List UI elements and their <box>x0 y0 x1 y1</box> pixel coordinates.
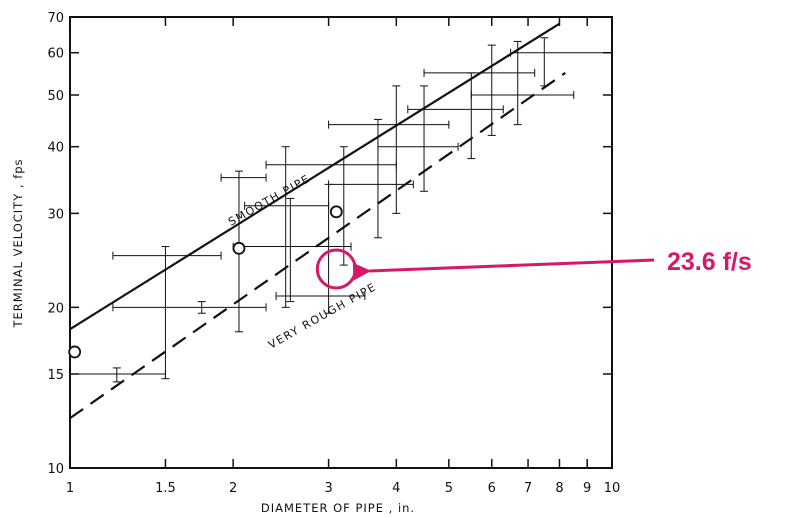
data-crosses <box>69 37 613 383</box>
plot-border <box>69 16 613 469</box>
data-cross <box>328 85 450 214</box>
y-tick-label: 40 <box>47 141 64 156</box>
y-tick-label: 50 <box>47 89 64 104</box>
y-tick-label: 60 <box>47 47 64 62</box>
x-tick-label: 1 <box>66 481 74 496</box>
data-cross <box>328 118 414 239</box>
x-tick-label: 7 <box>524 481 532 496</box>
data-point <box>68 345 82 359</box>
data-cross <box>69 367 166 383</box>
very-rough-pipe-label: VERY ROUGH PIPE <box>266 280 379 352</box>
highlight-circle <box>315 248 357 290</box>
smooth-pipe-line <box>69 22 561 331</box>
y-tick-label: 20 <box>47 301 64 316</box>
x-tick-label: 3 <box>324 481 332 496</box>
plot-frame <box>69 16 613 469</box>
x-tick-label: 9 <box>583 481 591 496</box>
x-tick-label: 10 <box>604 481 621 496</box>
x-axis-ticks: 1 1.5 2 3 4 5 6 7 8 9 10 <box>66 17 620 496</box>
y-tick-label: 10 <box>47 462 64 477</box>
data-point <box>232 241 246 255</box>
data-cross <box>232 197 352 303</box>
y-tick-label: 30 <box>47 207 64 222</box>
x-tick-label: 1.5 <box>155 481 176 496</box>
series-lines <box>69 22 566 420</box>
x-tick-label: 6 <box>488 481 496 496</box>
data-cross <box>244 146 330 308</box>
callout-value-label: 23.6 f/s <box>667 248 752 276</box>
very-rough-pipe-line <box>69 71 566 420</box>
y-axis-ticks: 10 15 20 30 40 50 60 70 <box>47 11 612 477</box>
x-tick-label: 2 <box>229 481 237 496</box>
callout: 23.6 f/s <box>315 248 752 290</box>
x-axis-title: DIAMETER OF PIPE , in. <box>261 501 415 515</box>
curve-labels: SMOOTH PIPE VERY ROUGH PIPE <box>226 172 379 352</box>
x-tick-label: 4 <box>392 481 400 496</box>
x-tick-label: 5 <box>445 481 453 496</box>
data-cross <box>112 246 222 380</box>
data-cross <box>275 183 366 314</box>
y-axis-title: TERMINAL VELOCITY , fps <box>11 158 25 328</box>
data-cross <box>112 301 267 314</box>
data-points <box>68 205 343 359</box>
callout-arrow <box>352 258 655 281</box>
y-tick-label: 15 <box>47 368 64 383</box>
data-cross <box>470 40 575 126</box>
data-cross <box>377 85 459 192</box>
y-tick-label: 70 <box>47 11 64 26</box>
data-point <box>329 205 343 219</box>
x-tick-label: 8 <box>555 481 563 496</box>
